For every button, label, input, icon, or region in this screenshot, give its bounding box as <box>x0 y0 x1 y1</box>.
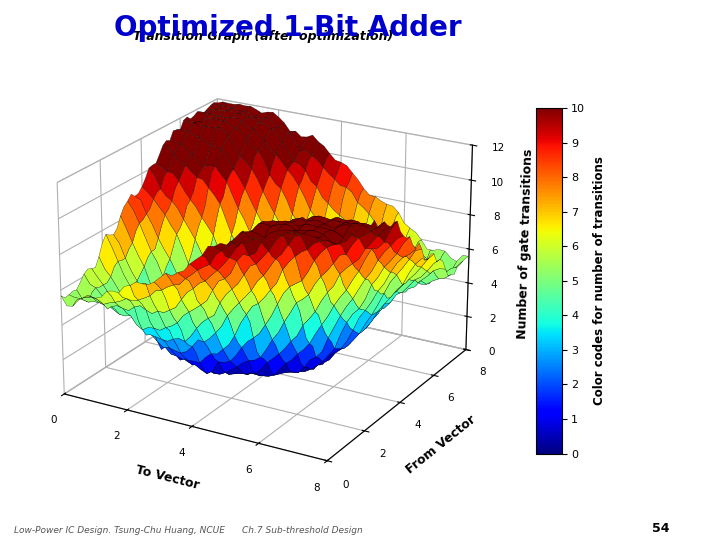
Text: Low-Power IC Design. Tsung-Chu Huang, NCUE: Low-Power IC Design. Tsung-Chu Huang, NC… <box>14 525 225 535</box>
Text: Ch.7 Sub-threshold Design: Ch.7 Sub-threshold Design <box>242 525 363 535</box>
X-axis label: To Vector: To Vector <box>134 463 200 491</box>
Y-axis label: Color codes for number of transitions: Color codes for number of transitions <box>593 157 606 405</box>
Y-axis label: From Vector: From Vector <box>404 413 478 476</box>
Title: Transition Graph (after optimization): Transition Graph (after optimization) <box>132 30 393 43</box>
Text: Optimized 1-Bit Adder: Optimized 1-Bit Adder <box>114 14 462 42</box>
Text: 54: 54 <box>652 522 670 535</box>
